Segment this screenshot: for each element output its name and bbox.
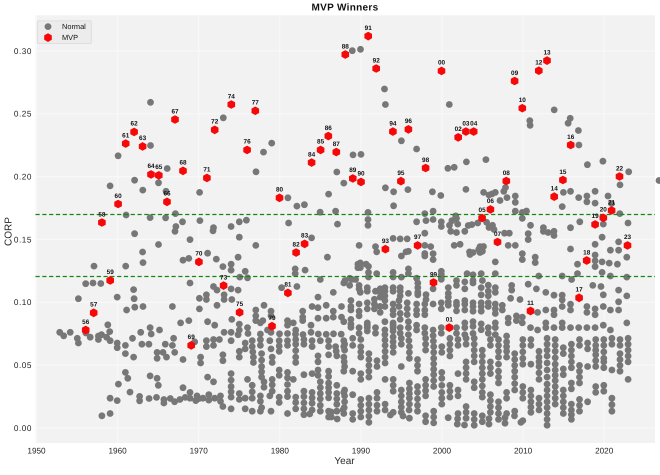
- svg-text:61: 61: [122, 132, 130, 139]
- svg-text:10: 10: [519, 97, 527, 104]
- svg-text:79: 79: [268, 315, 276, 322]
- svg-text:77: 77: [252, 100, 260, 107]
- svg-text:14: 14: [551, 186, 559, 193]
- svg-text:66: 66: [163, 191, 171, 198]
- svg-text:MVP Winners: MVP Winners: [312, 3, 379, 14]
- svg-text:98: 98: [422, 157, 430, 164]
- svg-text:0.00: 0.00: [14, 424, 32, 433]
- svg-text:95: 95: [397, 170, 405, 177]
- svg-text:0.20: 0.20: [14, 173, 32, 182]
- svg-text:2010: 2010: [514, 447, 533, 456]
- svg-text:0.10: 0.10: [14, 298, 32, 307]
- svg-text:Normal: Normal: [62, 22, 86, 31]
- svg-text:12: 12: [535, 60, 543, 67]
- svg-text:58: 58: [98, 211, 106, 218]
- svg-text:0.30: 0.30: [14, 47, 32, 56]
- svg-text:04: 04: [470, 120, 478, 127]
- svg-text:MVP: MVP: [62, 33, 78, 42]
- svg-text:0.15: 0.15: [14, 235, 32, 244]
- svg-text:20: 20: [600, 207, 608, 214]
- svg-text:56: 56: [82, 319, 90, 326]
- svg-text:01: 01: [446, 316, 454, 323]
- svg-text:73: 73: [220, 274, 228, 281]
- svg-text:13: 13: [543, 49, 551, 56]
- svg-text:85: 85: [317, 139, 325, 146]
- svg-text:Year: Year: [334, 456, 355, 467]
- svg-text:1990: 1990: [352, 447, 371, 456]
- svg-text:21: 21: [608, 199, 616, 206]
- svg-text:92: 92: [373, 57, 381, 64]
- svg-text:84: 84: [308, 151, 316, 158]
- svg-text:83: 83: [301, 233, 309, 240]
- svg-text:16: 16: [567, 134, 575, 141]
- svg-text:68: 68: [179, 160, 187, 167]
- svg-text:00: 00: [438, 60, 446, 67]
- svg-text:22: 22: [616, 165, 624, 172]
- svg-text:0.25: 0.25: [14, 110, 32, 119]
- svg-text:57: 57: [90, 302, 98, 309]
- svg-text:08: 08: [503, 170, 511, 177]
- svg-text:1980: 1980: [271, 447, 290, 456]
- svg-text:76: 76: [244, 139, 252, 146]
- svg-text:CORP: CORP: [4, 217, 15, 246]
- svg-text:2020: 2020: [595, 447, 614, 456]
- svg-text:60: 60: [115, 193, 123, 200]
- svg-text:67: 67: [171, 108, 179, 115]
- svg-text:1950: 1950: [27, 447, 46, 456]
- svg-text:19: 19: [592, 213, 600, 220]
- svg-text:69: 69: [188, 334, 196, 341]
- svg-text:81: 81: [284, 282, 292, 289]
- svg-text:15: 15: [559, 169, 567, 176]
- svg-text:09: 09: [511, 70, 519, 77]
- svg-text:59: 59: [107, 269, 115, 276]
- svg-text:03: 03: [462, 120, 470, 127]
- svg-text:17: 17: [576, 287, 584, 294]
- svg-text:88: 88: [342, 43, 350, 50]
- svg-text:74: 74: [228, 93, 236, 100]
- svg-text:75: 75: [236, 301, 244, 308]
- svg-text:11: 11: [527, 300, 534, 307]
- svg-text:99: 99: [430, 271, 438, 278]
- svg-text:71: 71: [203, 167, 211, 174]
- svg-text:65: 65: [155, 164, 163, 171]
- svg-text:91: 91: [365, 25, 373, 32]
- svg-text:1960: 1960: [108, 447, 127, 456]
- svg-text:62: 62: [131, 121, 139, 128]
- svg-text:86: 86: [325, 125, 333, 132]
- svg-text:18: 18: [583, 249, 591, 256]
- svg-text:93: 93: [382, 238, 390, 245]
- svg-text:07: 07: [494, 231, 502, 238]
- svg-text:87: 87: [333, 141, 341, 148]
- svg-text:72: 72: [211, 119, 219, 126]
- svg-text:90: 90: [357, 171, 365, 178]
- svg-text:96: 96: [405, 118, 413, 125]
- svg-text:0.05: 0.05: [14, 361, 32, 370]
- svg-text:97: 97: [414, 234, 422, 241]
- svg-text:64: 64: [147, 163, 155, 170]
- svg-text:05: 05: [479, 207, 487, 214]
- svg-text:02: 02: [455, 126, 463, 133]
- svg-text:06: 06: [487, 198, 495, 205]
- svg-text:2000: 2000: [433, 447, 452, 456]
- svg-text:63: 63: [139, 135, 147, 142]
- svg-text:1970: 1970: [190, 447, 209, 456]
- svg-text:82: 82: [293, 241, 301, 248]
- svg-text:70: 70: [195, 251, 203, 258]
- svg-text:23: 23: [624, 234, 632, 241]
- svg-text:94: 94: [389, 120, 397, 127]
- svg-text:80: 80: [276, 187, 284, 194]
- svg-text:89: 89: [349, 167, 357, 174]
